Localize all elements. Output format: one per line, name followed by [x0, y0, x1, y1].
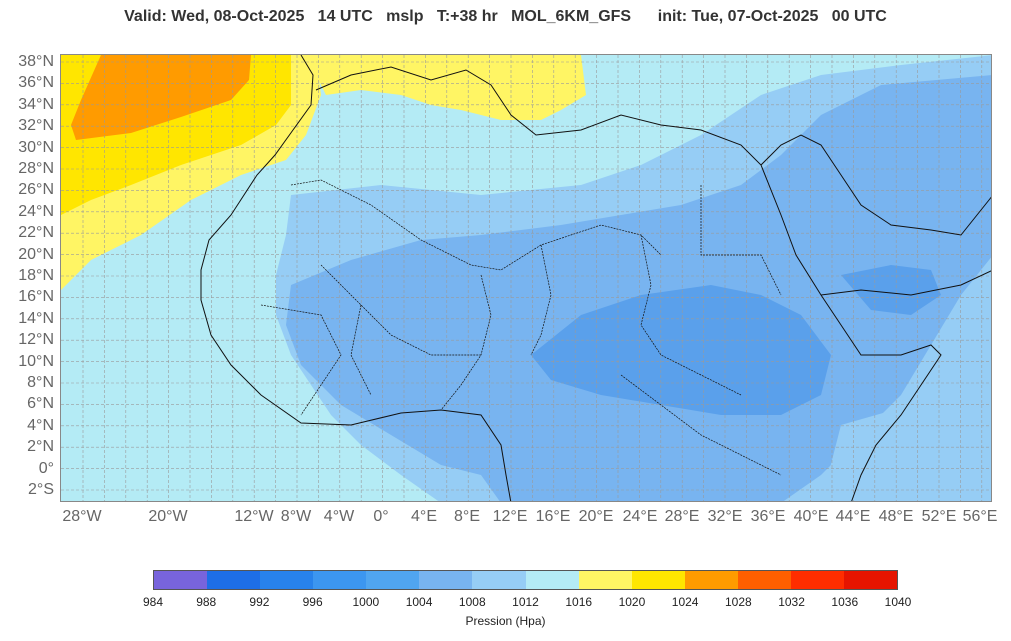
- latitude-label: 2°N: [27, 438, 54, 456]
- latitude-label: 18°N: [18, 267, 54, 284]
- country-borders: [260, 179, 782, 476]
- pressure-zone-1016-north: [306, 55, 586, 120]
- colorbar-tick-label: 1012: [512, 595, 539, 609]
- latitude-label: 36°N: [18, 74, 54, 92]
- pressure-map[interactable]: [60, 54, 992, 502]
- latitude-label: 14°N: [18, 309, 54, 327]
- colorbar-tick-label: 992: [249, 595, 270, 609]
- map-canvas: [61, 55, 991, 501]
- longitude-label: 4°W: [323, 508, 355, 525]
- colorbar-segment: [578, 571, 632, 589]
- latitude-label: 10°N: [18, 352, 54, 370]
- longitude-label: 48°E: [878, 508, 914, 525]
- latitude-label: 16°N: [18, 288, 54, 306]
- colorbar-tick-label: 996: [302, 595, 323, 609]
- latitude-label: 34°N: [18, 95, 54, 113]
- colorbar-segment: [737, 571, 791, 589]
- map-grid: [61, 55, 991, 501]
- longitude-label: 20°W: [148, 508, 188, 525]
- latitude-label: 4°N: [27, 416, 54, 434]
- longitude-label: 52°E: [921, 508, 957, 525]
- longitude-label: 24°E: [622, 508, 658, 525]
- latitude-label: 26°N: [18, 181, 54, 199]
- colorbar-tick-label: 1040: [884, 595, 912, 609]
- latitude-label: 12°N: [18, 331, 54, 349]
- colorbar-tick-label: 1032: [778, 595, 805, 609]
- colorbar-segment: [684, 571, 738, 589]
- longitude-label: 12°W: [234, 508, 274, 525]
- longitude-label: 12°E: [492, 508, 528, 525]
- pressure-zone-1000: [531, 285, 831, 415]
- longitude-label: 36°E: [750, 508, 786, 525]
- colorbar-tick-label: 1020: [618, 595, 646, 609]
- pressure-zone-1024: [71, 55, 251, 140]
- longitude-label: 28°W: [62, 508, 102, 525]
- longitude-label: 44°E: [835, 508, 871, 525]
- colorbar-tick-label: 1008: [458, 595, 486, 609]
- colorbar-segment: [207, 571, 261, 589]
- latitude-label: 38°N: [18, 53, 54, 70]
- colorbar-tick-label: 1004: [405, 595, 433, 609]
- longitude-label: 20°E: [578, 508, 614, 525]
- colorbar-tick-label: 1024: [671, 595, 699, 609]
- colorbar-segment: [472, 571, 526, 589]
- colorbar-tick-label: 988: [196, 595, 217, 609]
- latitude-label: 2°S: [28, 481, 54, 498]
- latitude-label: 0°: [38, 459, 54, 477]
- latitude-label: 20°N: [18, 245, 54, 263]
- colorbar-segment: [313, 571, 367, 589]
- longitude-label: 4°E: [411, 508, 437, 525]
- colorbar-segment: [260, 571, 314, 589]
- coastlines: [200, 55, 991, 501]
- latitude-label: 8°N: [27, 374, 54, 391]
- colorbar-segment: [790, 571, 845, 589]
- colorbar-tick-label: 1016: [565, 595, 593, 609]
- colorbar-tick-label: 1000: [352, 595, 380, 609]
- latitude-label: 30°N: [18, 138, 54, 156]
- colorbar-segment: [844, 571, 898, 589]
- longitude-label: 32°E: [707, 508, 743, 525]
- latitude-label: 32°N: [18, 117, 54, 135]
- pressure-colorbar: [153, 570, 898, 590]
- colorbar-segment: [366, 571, 420, 589]
- longitude-label: 16°E: [535, 508, 571, 525]
- colorbar-segment: [525, 571, 579, 589]
- map-title: Valid: Wed, 08-Oct-2025 14 UTC mslp T:+3…: [124, 8, 887, 25]
- latitude-label: 28°N: [18, 160, 54, 177]
- latitude-label: 24°N: [18, 202, 54, 220]
- colorbar-title: Pression (Hpa): [465, 614, 546, 628]
- latitude-label: 22°N: [18, 224, 54, 242]
- longitude-label: 40°E: [793, 508, 829, 525]
- longitude-label: 8°W: [280, 508, 312, 525]
- colorbar-segment: [154, 571, 208, 589]
- colorbar-segment: [419, 571, 473, 589]
- colorbar-tick-label: 1028: [724, 595, 752, 609]
- latitude-label: 6°N: [27, 395, 54, 413]
- colorbar-tick-label: 1036: [831, 595, 859, 609]
- pressure-zone-1000-arabia: [841, 265, 941, 315]
- longitude-label: 28°E: [664, 508, 700, 525]
- colorbar-tick-label: 984: [142, 595, 164, 609]
- longitude-label: 8°E: [454, 508, 480, 525]
- colorbar-segment: [631, 571, 685, 589]
- longitude-label: 56°E: [962, 508, 998, 525]
- longitude-label: 0°: [373, 508, 389, 525]
